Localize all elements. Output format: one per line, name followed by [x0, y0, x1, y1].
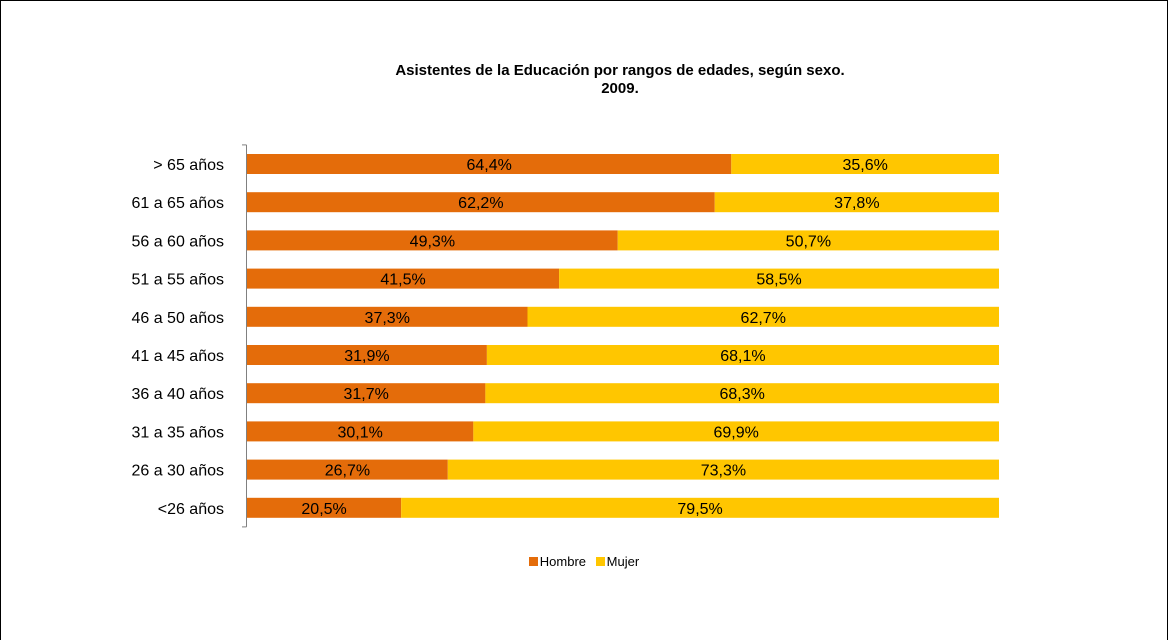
data-label-hombre-7: 30,1%	[337, 424, 382, 441]
data-label-mujer-8: 73,3%	[701, 463, 746, 480]
category-label-6: 36 a 40 años	[131, 386, 224, 403]
category-label-8: 26 a 30 años	[131, 463, 224, 480]
bar-hombre-5	[247, 345, 487, 365]
data-labels: 64,4% 35,6% 62,2% 37,8% 49,3% 50,7% 41,5% 58,5%…	[301, 157, 887, 518]
data-label-hombre-4: 37,3%	[365, 310, 410, 327]
category-label-5: 41 a 45 años	[131, 348, 224, 365]
bar-mujer-8	[447, 459, 999, 480]
bar-hombre-3	[247, 268, 560, 289]
category-labels: > 65 años 61 a 65 años 56 a 60 años 51 a 55…	[131, 157, 224, 518]
category-label-7: 31 a 35 años	[131, 424, 224, 441]
bar-hombre-7	[247, 421, 474, 442]
chart-title: Asistentes de la Educación por rangos de…	[395, 62, 845, 97]
category-label-2: 56 a 60 años	[131, 233, 224, 250]
bars-group	[247, 154, 999, 518]
category-label-3: 51 a 55 años	[131, 272, 224, 289]
bar-mujer-6	[485, 383, 999, 404]
legend-label-hombre: Hombre	[539, 554, 587, 569]
data-label-hombre-6: 31,7%	[344, 386, 389, 403]
legend-swatch-hombre	[528, 557, 538, 566]
data-label-hombre-5: 31,9%	[344, 348, 389, 365]
category-label-1: 61 a 65 años	[131, 195, 224, 212]
data-label-hombre-0: 64,4%	[466, 157, 511, 174]
data-label-mujer-3: 58,5%	[756, 272, 801, 289]
bar-mujer-4	[527, 306, 999, 327]
category-label-9: <26 años	[158, 501, 224, 518]
bar-hombre-1	[247, 192, 715, 213]
bar-mujer-9	[401, 497, 999, 518]
bar-hombre-9	[247, 497, 402, 518]
bar-mujer-1	[714, 192, 999, 213]
category-label-4: 46 a 50 años	[131, 310, 224, 327]
legend-swatch-mujer	[595, 557, 605, 566]
legend-label-mujer: Mujer	[606, 554, 640, 569]
bar-mujer-7	[473, 421, 999, 442]
bar-hombre-8	[247, 459, 448, 480]
bar-mujer-0	[731, 154, 999, 174]
data-label-mujer-5: 68,1%	[720, 348, 765, 365]
bar-hombre-2	[247, 230, 618, 251]
bar-hombre-6	[247, 383, 486, 404]
category-label-0: > 65 años	[153, 157, 224, 174]
data-label-hombre-9: 20,5%	[301, 501, 346, 518]
data-label-hombre-2: 49,3%	[410, 233, 455, 250]
bar-mujer-5	[486, 345, 999, 365]
data-label-mujer-4: 62,7%	[741, 310, 786, 327]
data-label-mujer-2: 50,7%	[786, 233, 831, 250]
bar-hombre-4	[247, 306, 528, 327]
legend-item-hombre: Hombre	[528, 554, 587, 569]
data-label-hombre-1: 62,2%	[458, 195, 503, 212]
data-label-mujer-9: 79,5%	[677, 501, 722, 518]
bar-mujer-2	[617, 230, 999, 251]
data-label-mujer-6: 68,3%	[720, 386, 765, 403]
data-label-mujer-7: 69,9%	[713, 424, 758, 441]
data-label-hombre-3: 41,5%	[380, 272, 425, 289]
data-label-hombre-8: 26,7%	[325, 463, 370, 480]
bar-hombre-0	[247, 154, 732, 174]
data-label-mujer-0: 35,6%	[842, 157, 887, 174]
bar-mujer-3	[559, 268, 999, 289]
data-label-mujer-1: 37,8%	[834, 195, 879, 212]
legend: Hombre Mujer	[0, 554, 1168, 569]
legend-item-mujer: Mujer	[595, 554, 640, 569]
